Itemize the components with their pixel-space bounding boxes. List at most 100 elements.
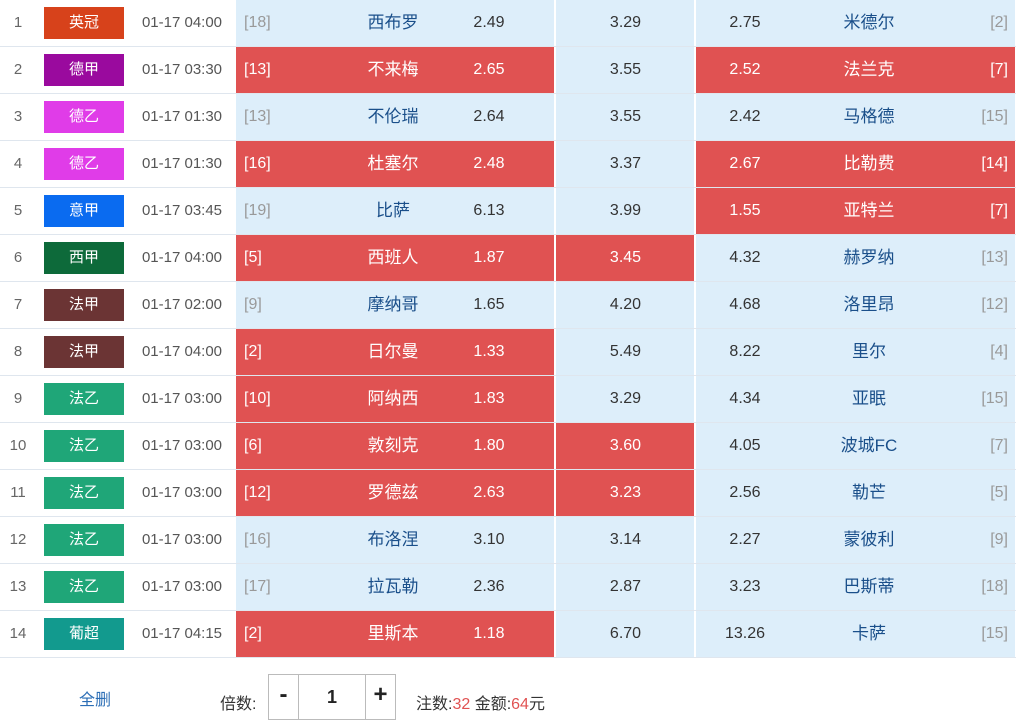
home-win-option[interactable]: [13] 不伦瑞 2.64 [236, 94, 555, 140]
match-row: 3 德乙 01-17 01:30 [13] 不伦瑞 2.64 3.55 2.42 马格德 [15] [0, 94, 1016, 141]
draw-option[interactable]: 3.29 [556, 376, 695, 422]
draw-option[interactable]: 2.87 [556, 564, 695, 610]
clear-all-button[interactable]: 全删 [78, 692, 111, 709]
away-win-option[interactable]: 2.56 勒芒 [5] [696, 470, 1016, 516]
draw-option[interactable]: 3.45 [556, 235, 695, 281]
away-win-option[interactable]: 4.68 洛里昂 [12] [696, 282, 1016, 328]
away-odds: 4.34 [729, 390, 761, 407]
match-row: 11 法乙 01-17 03:00 [12] 罗德兹 2.63 3.23 2.56 勒芒 [5] [0, 470, 1016, 517]
home-rank: [16] [244, 531, 271, 548]
draw-option[interactable]: 3.55 [556, 47, 695, 93]
away-rank: [9] [990, 531, 1008, 548]
decrease-multiplier-button[interactable]: - [269, 675, 299, 719]
home-win-option[interactable]: [13] 不来梅 2.65 [236, 47, 555, 93]
home-win-option[interactable]: [10] 阿纳西 1.83 [236, 376, 555, 422]
kickoff-time: 01-17 01:30 [141, 108, 223, 125]
home-win-option[interactable]: [17] 拉瓦勒 2.36 [236, 564, 555, 610]
home-win-option[interactable]: [2] 里斯本 1.18 [236, 611, 555, 657]
draw-odds: 6.70 [609, 625, 642, 642]
home-win-option[interactable]: [9] 摩纳哥 1.65 [236, 282, 555, 328]
home-odds: 2.49 [473, 14, 505, 31]
kickoff-time: 01-17 03:45 [141, 202, 223, 219]
kickoff-time: 01-17 03:00 [141, 390, 223, 407]
away-win-option[interactable]: 2.27 蒙彼利 [9] [696, 517, 1016, 563]
home-rank: [9] [244, 296, 262, 313]
draw-option[interactable]: 4.20 [556, 282, 695, 328]
league-badge: 法乙 [44, 571, 124, 603]
home-win-option[interactable]: [18] 西布罗 2.49 [236, 0, 555, 46]
away-win-option[interactable]: 3.23 巴斯蒂 [18] [696, 564, 1016, 610]
away-rank: [7] [990, 61, 1008, 78]
away-team: 比勒费 [843, 154, 895, 173]
away-win-option[interactable]: 4.05 波城FC [7] [696, 423, 1016, 469]
home-odds: 2.63 [473, 484, 505, 501]
draw-option[interactable]: 3.14 [556, 517, 695, 563]
league-badge: 法乙 [44, 383, 124, 415]
row-number: 9 [13, 390, 23, 407]
away-win-option[interactable]: 2.67 比勒费 [14] [696, 141, 1016, 187]
away-odds: 1.55 [729, 202, 761, 219]
kickoff-time: 01-17 03:00 [141, 484, 223, 501]
home-win-option[interactable]: [2] 日尔曼 1.33 [236, 329, 555, 375]
home-win-option[interactable]: [6] 敦刻克 1.80 [236, 423, 555, 469]
home-odds: 1.80 [473, 437, 505, 454]
home-odds: 1.87 [473, 249, 505, 266]
match-row: 9 法乙 01-17 03:00 [10] 阿纳西 1.83 3.29 4.34 亚眠 [15] [0, 376, 1016, 423]
kickoff-time: 01-17 02:00 [141, 296, 223, 313]
away-odds: 3.23 [729, 578, 761, 595]
away-team: 法兰克 [843, 60, 895, 79]
draw-option[interactable]: 6.70 [556, 611, 695, 657]
away-rank: [7] [990, 202, 1008, 219]
away-win-option[interactable]: 2.52 法兰克 [7] [696, 47, 1016, 93]
draw-option[interactable]: 3.99 [556, 188, 695, 234]
away-win-option[interactable]: 13.26 卡萨 [15] [696, 611, 1016, 657]
home-odds: 1.18 [473, 625, 505, 642]
home-odds: 1.65 [473, 296, 505, 313]
home-odds: 3.10 [473, 531, 505, 548]
home-win-option[interactable]: [16] 杜塞尔 2.48 [236, 141, 555, 187]
home-team: 敦刻克 [367, 436, 419, 455]
draw-option[interactable]: 3.29 [556, 0, 695, 46]
away-win-option[interactable]: 2.42 马格德 [15] [696, 94, 1016, 140]
league-badge: 西甲 [44, 242, 124, 274]
home-win-option[interactable]: [19] 比萨 6.13 [236, 188, 555, 234]
home-team: 罗德兹 [367, 483, 419, 502]
draw-odds: 5.49 [609, 343, 642, 360]
away-win-option[interactable]: 8.22 里尔 [4] [696, 329, 1016, 375]
draw-odds: 3.55 [609, 108, 642, 125]
multiplier-input[interactable] [299, 675, 365, 719]
league-badge: 法乙 [44, 477, 124, 509]
league-badge: 英冠 [44, 7, 124, 39]
draw-option[interactable]: 3.37 [556, 141, 695, 187]
kickoff-time: 01-17 03:00 [141, 578, 223, 595]
match-row: 6 西甲 01-17 04:00 [5] 西班人 1.87 3.45 4.32 赫罗纳 [13] [0, 235, 1016, 282]
home-rank: [10] [244, 390, 271, 407]
home-win-option[interactable]: [16] 布洛涅 3.10 [236, 517, 555, 563]
draw-odds: 3.14 [609, 531, 642, 548]
draw-option[interactable]: 3.23 [556, 470, 695, 516]
draw-option[interactable]: 3.60 [556, 423, 695, 469]
away-team: 洛里昂 [843, 295, 895, 314]
home-team: 不来梅 [367, 60, 419, 79]
draw-option[interactable]: 3.55 [556, 94, 695, 140]
away-win-option[interactable]: 4.34 亚眠 [15] [696, 376, 1016, 422]
league-badge: 德甲 [44, 54, 124, 86]
away-team: 赫罗纳 [843, 248, 895, 267]
match-row: 7 法甲 01-17 02:00 [9] 摩纳哥 1.65 4.20 4.68 洛里昂 [12] [0, 282, 1016, 329]
kickoff-time: 01-17 03:30 [141, 61, 223, 78]
home-team: 比萨 [376, 201, 410, 220]
draw-option[interactable]: 5.49 [556, 329, 695, 375]
increase-multiplier-button[interactable]: + [365, 675, 395, 719]
away-team: 波城FC [840, 436, 898, 455]
home-rank: [16] [244, 155, 271, 172]
away-win-option[interactable]: 4.32 赫罗纳 [13] [696, 235, 1016, 281]
match-row: 10 法乙 01-17 03:00 [6] 敦刻克 1.80 3.60 4.05 波城FC [7] [0, 423, 1016, 470]
away-win-option[interactable]: 2.75 米德尔 [2] [696, 0, 1016, 46]
home-win-option[interactable]: [5] 西班人 1.87 [236, 235, 555, 281]
row-number: 5 [13, 202, 23, 219]
away-win-option[interactable]: 1.55 亚特兰 [7] [696, 188, 1016, 234]
bet-count-label: 注数: [416, 696, 453, 713]
away-team: 米德尔 [843, 13, 895, 32]
away-rank: [14] [981, 155, 1008, 172]
home-win-option[interactable]: [12] 罗德兹 2.63 [236, 470, 555, 516]
